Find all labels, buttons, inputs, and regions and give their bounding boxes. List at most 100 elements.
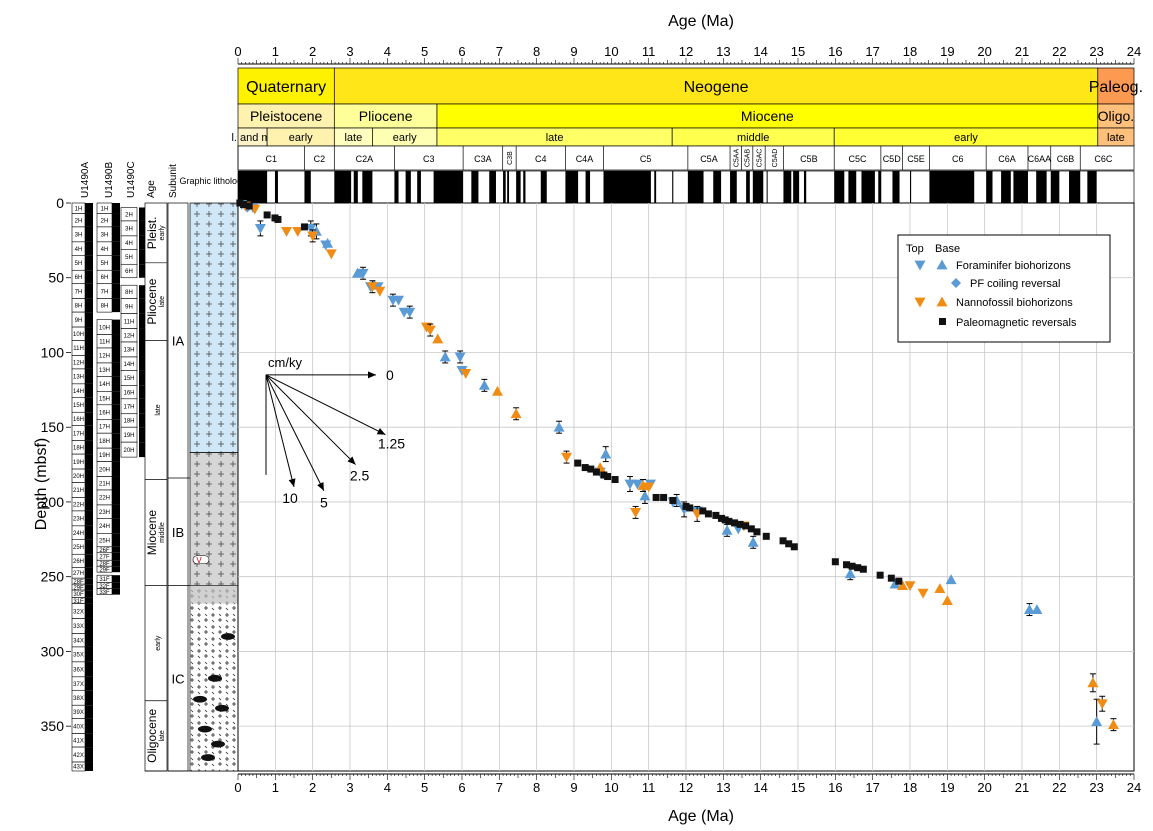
subunit-label: IB — [172, 525, 184, 540]
paleomagnetic-reversal-point — [742, 522, 750, 530]
recovered-core-bar — [85, 312, 93, 328]
paleomagnetic-reversal-point — [699, 507, 707, 515]
normal-polarity-band — [238, 171, 268, 203]
stage-label: early — [954, 132, 978, 144]
y-axis-title: Depth (mbsf) — [33, 438, 50, 530]
normal-polarity-band — [417, 171, 421, 203]
age-tick-label: 3 — [346, 44, 353, 59]
core-label: 13H — [123, 348, 134, 354]
age-tick-label: 19 — [940, 780, 954, 795]
paleomagnetic-reversal-point — [753, 528, 761, 536]
core-label: 15H — [123, 376, 134, 382]
core-label: 36X — [73, 668, 84, 674]
recovered-core-bar — [85, 567, 93, 579]
core-label: 30F — [73, 592, 84, 598]
data-points — [236, 199, 1119, 745]
recovered-core-bar — [85, 454, 93, 470]
recovered-core-bar — [112, 461, 120, 477]
age-tick-label: 18 — [903, 44, 917, 59]
core-label: 3H — [125, 227, 133, 233]
recovered-core-bar — [85, 525, 93, 540]
age-column-label: Miocene — [145, 510, 159, 556]
polarity-row — [237, 170, 1135, 204]
biohorizon-point — [1096, 699, 1108, 710]
recovered-core-bar — [139, 220, 147, 236]
period-label: Paleog. — [1089, 79, 1143, 96]
normal-polarity-band — [523, 171, 526, 203]
recovered-core-bar — [112, 362, 120, 377]
recovered-core-bar — [139, 398, 147, 414]
core-label: 33F — [99, 590, 110, 596]
age-tick-label: 11 — [642, 44, 656, 59]
core-label: 20H — [73, 474, 84, 480]
depth-tick-label: 200 — [41, 494, 65, 510]
normal-polarity-band — [507, 171, 510, 203]
core-label: 12H — [99, 354, 110, 360]
age-tick-label: 18 — [903, 780, 917, 795]
paleomagnetic-reversal-point — [611, 476, 619, 484]
normal-polarity-band — [848, 171, 857, 203]
core-label: 3H — [101, 233, 109, 239]
core-box — [96, 565, 113, 573]
paleomagnetic-reversal-point — [790, 543, 798, 551]
age-tick-label: 0 — [234, 44, 241, 59]
recovered-core-bar — [112, 566, 120, 573]
normal-polarity-band — [516, 171, 521, 203]
core-box — [120, 441, 138, 458]
recovered-core-bar — [139, 328, 147, 343]
rate-key-ray — [265, 374, 356, 465]
recovered-core-bar — [112, 298, 120, 313]
normal-polarity-band — [910, 171, 912, 203]
age-tick-label: 14 — [753, 780, 767, 795]
core-label: 8H — [101, 304, 109, 310]
biohorizon-point — [322, 237, 334, 248]
core-label: 38X — [73, 696, 84, 702]
age-tick-label: 10 — [604, 780, 618, 795]
age-tick-label: 1 — [272, 780, 279, 795]
biohorizon-point — [454, 352, 466, 363]
ash-layer-symbol — [192, 555, 210, 565]
legend-marker-top — [914, 297, 926, 308]
core-label: 31F — [73, 599, 84, 605]
core-label: 29F — [99, 567, 110, 573]
normal-polarity-band — [1069, 171, 1081, 203]
core-label: 18H — [123, 419, 134, 425]
age-tick-label: 24 — [1127, 44, 1141, 59]
core-label: 10H — [99, 325, 110, 331]
age-tick-label: 2 — [309, 780, 316, 795]
graphic-lithology-column: V — [189, 202, 239, 772]
core-label: 39X — [73, 710, 84, 716]
core-label: 16H — [73, 417, 84, 423]
age-tick-label: 7 — [496, 780, 503, 795]
core-label: 17H — [73, 431, 84, 437]
paleomagnetic-reversal-point — [274, 215, 282, 223]
lithology-header: Graphic lithology — [179, 176, 247, 186]
core-label: 31F — [99, 577, 110, 583]
lithology-unit-ia — [189, 202, 239, 453]
core-label: 15H — [73, 403, 84, 409]
biohorizon-point — [424, 325, 436, 336]
recovered-core-bar — [112, 241, 120, 256]
recovered-core-bar — [85, 705, 93, 719]
depth-axis: 0 50 100 150 200 250 300 350 — [41, 195, 71, 734]
bottom-age-axis: 0 1 2 3 4 5 6 7 8 9 10 11 12 13 14 15 16 17 18 19 20 21 22 23 24 — [234, 773, 1141, 795]
chron-label: C2A — [356, 154, 374, 164]
recovered-core-bar — [139, 413, 147, 428]
normal-polarity-band — [565, 171, 579, 203]
normal-polarity-band — [892, 171, 900, 203]
core-label: 13H — [99, 368, 110, 374]
legend-header-base: Base — [935, 243, 960, 255]
legend-box — [897, 234, 1111, 343]
core-label: 41X — [73, 739, 84, 745]
recovered-core-bar — [85, 733, 93, 748]
recovered-core-bar — [85, 226, 93, 242]
core-label: 22H — [73, 502, 84, 508]
recovered-core-bar — [85, 425, 93, 441]
biohorizon-point — [292, 227, 304, 237]
age-column-sublabel: middle — [159, 522, 166, 543]
core-box — [71, 761, 86, 772]
age-tick-label: 19 — [940, 44, 954, 59]
core-box — [96, 298, 113, 313]
core-box — [96, 588, 113, 595]
normal-polarity-band — [687, 171, 704, 203]
